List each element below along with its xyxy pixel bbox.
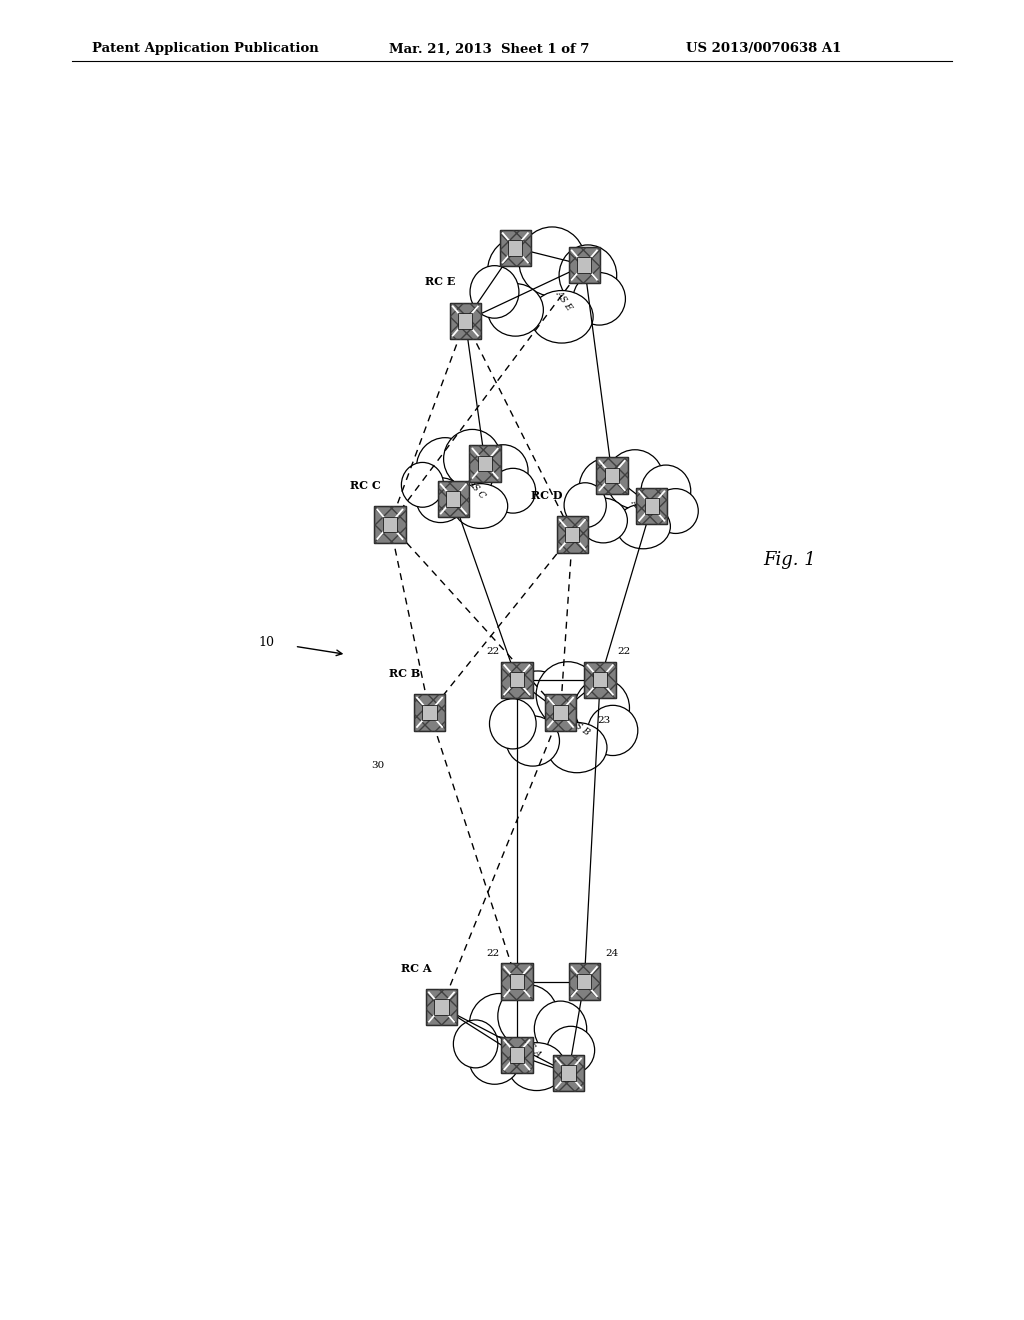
FancyBboxPatch shape [510, 672, 524, 688]
Ellipse shape [498, 985, 558, 1048]
FancyBboxPatch shape [557, 516, 588, 553]
FancyBboxPatch shape [585, 661, 615, 698]
FancyBboxPatch shape [426, 989, 457, 1026]
FancyBboxPatch shape [478, 455, 493, 471]
Ellipse shape [469, 1036, 520, 1084]
FancyBboxPatch shape [578, 974, 592, 990]
FancyBboxPatch shape [605, 467, 620, 483]
Text: Mar. 21, 2013  Sheet 1 of 7: Mar. 21, 2013 Sheet 1 of 7 [389, 42, 590, 55]
FancyBboxPatch shape [510, 974, 524, 990]
Ellipse shape [530, 290, 593, 343]
Ellipse shape [580, 458, 637, 517]
FancyBboxPatch shape [501, 1036, 532, 1073]
FancyBboxPatch shape [578, 257, 592, 273]
FancyBboxPatch shape [596, 457, 628, 494]
FancyBboxPatch shape [565, 527, 580, 543]
FancyBboxPatch shape [553, 705, 567, 719]
FancyBboxPatch shape [450, 302, 481, 339]
FancyBboxPatch shape [636, 487, 668, 524]
Text: Patent Application Publication: Patent Application Publication [92, 42, 318, 55]
Ellipse shape [580, 498, 628, 543]
Ellipse shape [417, 478, 465, 523]
Ellipse shape [508, 1043, 565, 1090]
Ellipse shape [616, 504, 671, 549]
Ellipse shape [506, 715, 559, 766]
Text: Fig. 1: Fig. 1 [763, 550, 816, 569]
Ellipse shape [454, 483, 508, 528]
FancyBboxPatch shape [510, 1047, 524, 1063]
Ellipse shape [559, 246, 616, 306]
Text: 22: 22 [486, 949, 500, 958]
Ellipse shape [606, 450, 664, 508]
Ellipse shape [487, 284, 544, 337]
Text: US 2013/0070638 A1: US 2013/0070638 A1 [686, 42, 842, 55]
Text: 22: 22 [486, 647, 500, 656]
Ellipse shape [641, 465, 691, 517]
Ellipse shape [573, 272, 626, 325]
Text: 22: 22 [617, 647, 631, 656]
FancyBboxPatch shape [374, 506, 406, 543]
FancyBboxPatch shape [458, 313, 472, 329]
Text: 24: 24 [605, 949, 618, 958]
Ellipse shape [537, 661, 599, 727]
FancyBboxPatch shape [568, 247, 600, 284]
Ellipse shape [478, 445, 528, 496]
FancyBboxPatch shape [446, 491, 461, 507]
Text: AS E: AS E [554, 289, 574, 313]
FancyBboxPatch shape [501, 964, 532, 1001]
FancyBboxPatch shape [508, 240, 522, 256]
Ellipse shape [564, 483, 606, 528]
Text: 30: 30 [372, 762, 385, 771]
Ellipse shape [470, 265, 519, 318]
Ellipse shape [417, 438, 474, 496]
Text: RC E: RC E [425, 276, 456, 288]
FancyBboxPatch shape [553, 1055, 584, 1092]
FancyBboxPatch shape [561, 1065, 575, 1081]
FancyBboxPatch shape [593, 672, 607, 688]
Ellipse shape [490, 469, 536, 513]
FancyBboxPatch shape [414, 694, 445, 731]
Ellipse shape [489, 698, 537, 748]
Text: RC B: RC B [389, 668, 420, 678]
Ellipse shape [469, 994, 529, 1056]
Text: 23: 23 [598, 715, 610, 725]
Text: 10: 10 [259, 636, 274, 649]
FancyBboxPatch shape [545, 694, 577, 731]
Text: AS B: AS B [568, 718, 592, 738]
Text: RC A: RC A [401, 962, 432, 974]
FancyBboxPatch shape [645, 499, 658, 513]
Ellipse shape [535, 1001, 587, 1056]
FancyBboxPatch shape [500, 230, 531, 267]
Text: AS D: AS D [629, 498, 650, 520]
FancyBboxPatch shape [383, 516, 397, 532]
Text: RC D: RC D [531, 490, 563, 500]
FancyBboxPatch shape [423, 705, 436, 719]
Ellipse shape [653, 488, 698, 533]
FancyBboxPatch shape [501, 661, 532, 698]
Ellipse shape [454, 1020, 498, 1068]
Text: AS A: AS A [522, 1036, 544, 1059]
Ellipse shape [401, 462, 443, 507]
Text: AS C: AS C [467, 478, 487, 500]
Ellipse shape [547, 1026, 595, 1074]
FancyBboxPatch shape [434, 999, 449, 1015]
Ellipse shape [574, 678, 630, 737]
Ellipse shape [547, 722, 607, 772]
Ellipse shape [443, 429, 501, 488]
Ellipse shape [487, 236, 554, 306]
Ellipse shape [588, 705, 638, 755]
FancyBboxPatch shape [437, 480, 469, 517]
Ellipse shape [506, 671, 569, 737]
FancyBboxPatch shape [568, 964, 600, 1001]
Ellipse shape [519, 227, 586, 296]
Text: RC C: RC C [349, 479, 380, 491]
FancyBboxPatch shape [469, 445, 501, 482]
